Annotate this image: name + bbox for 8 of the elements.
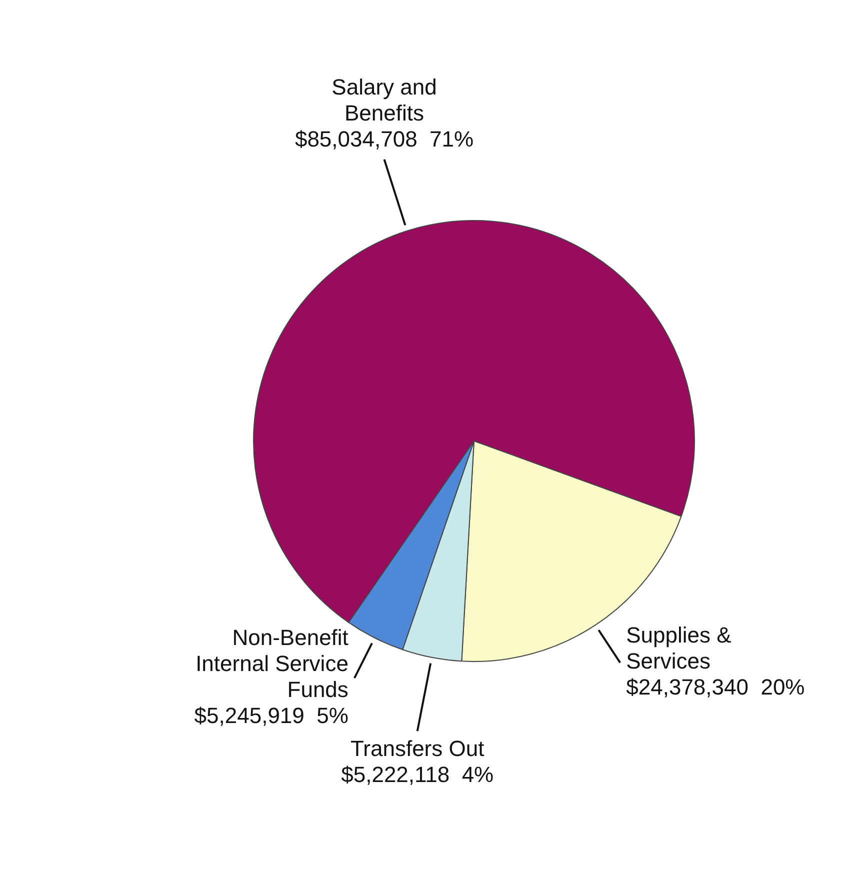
data-label: $5,222,118 4% xyxy=(341,762,494,788)
data-label: $24,378,340 20% xyxy=(626,674,805,700)
slice-label: Supplies & Services xyxy=(626,622,732,674)
data-label: $85,034,708 71% xyxy=(294,126,474,152)
slice-label: Salary and Benefits xyxy=(332,74,437,126)
data-label: $5,245,919 5% xyxy=(194,703,348,728)
slice-label: Transfers Out xyxy=(350,736,484,762)
slice-label: Non-Benefit Internal Service Funds xyxy=(196,625,348,702)
